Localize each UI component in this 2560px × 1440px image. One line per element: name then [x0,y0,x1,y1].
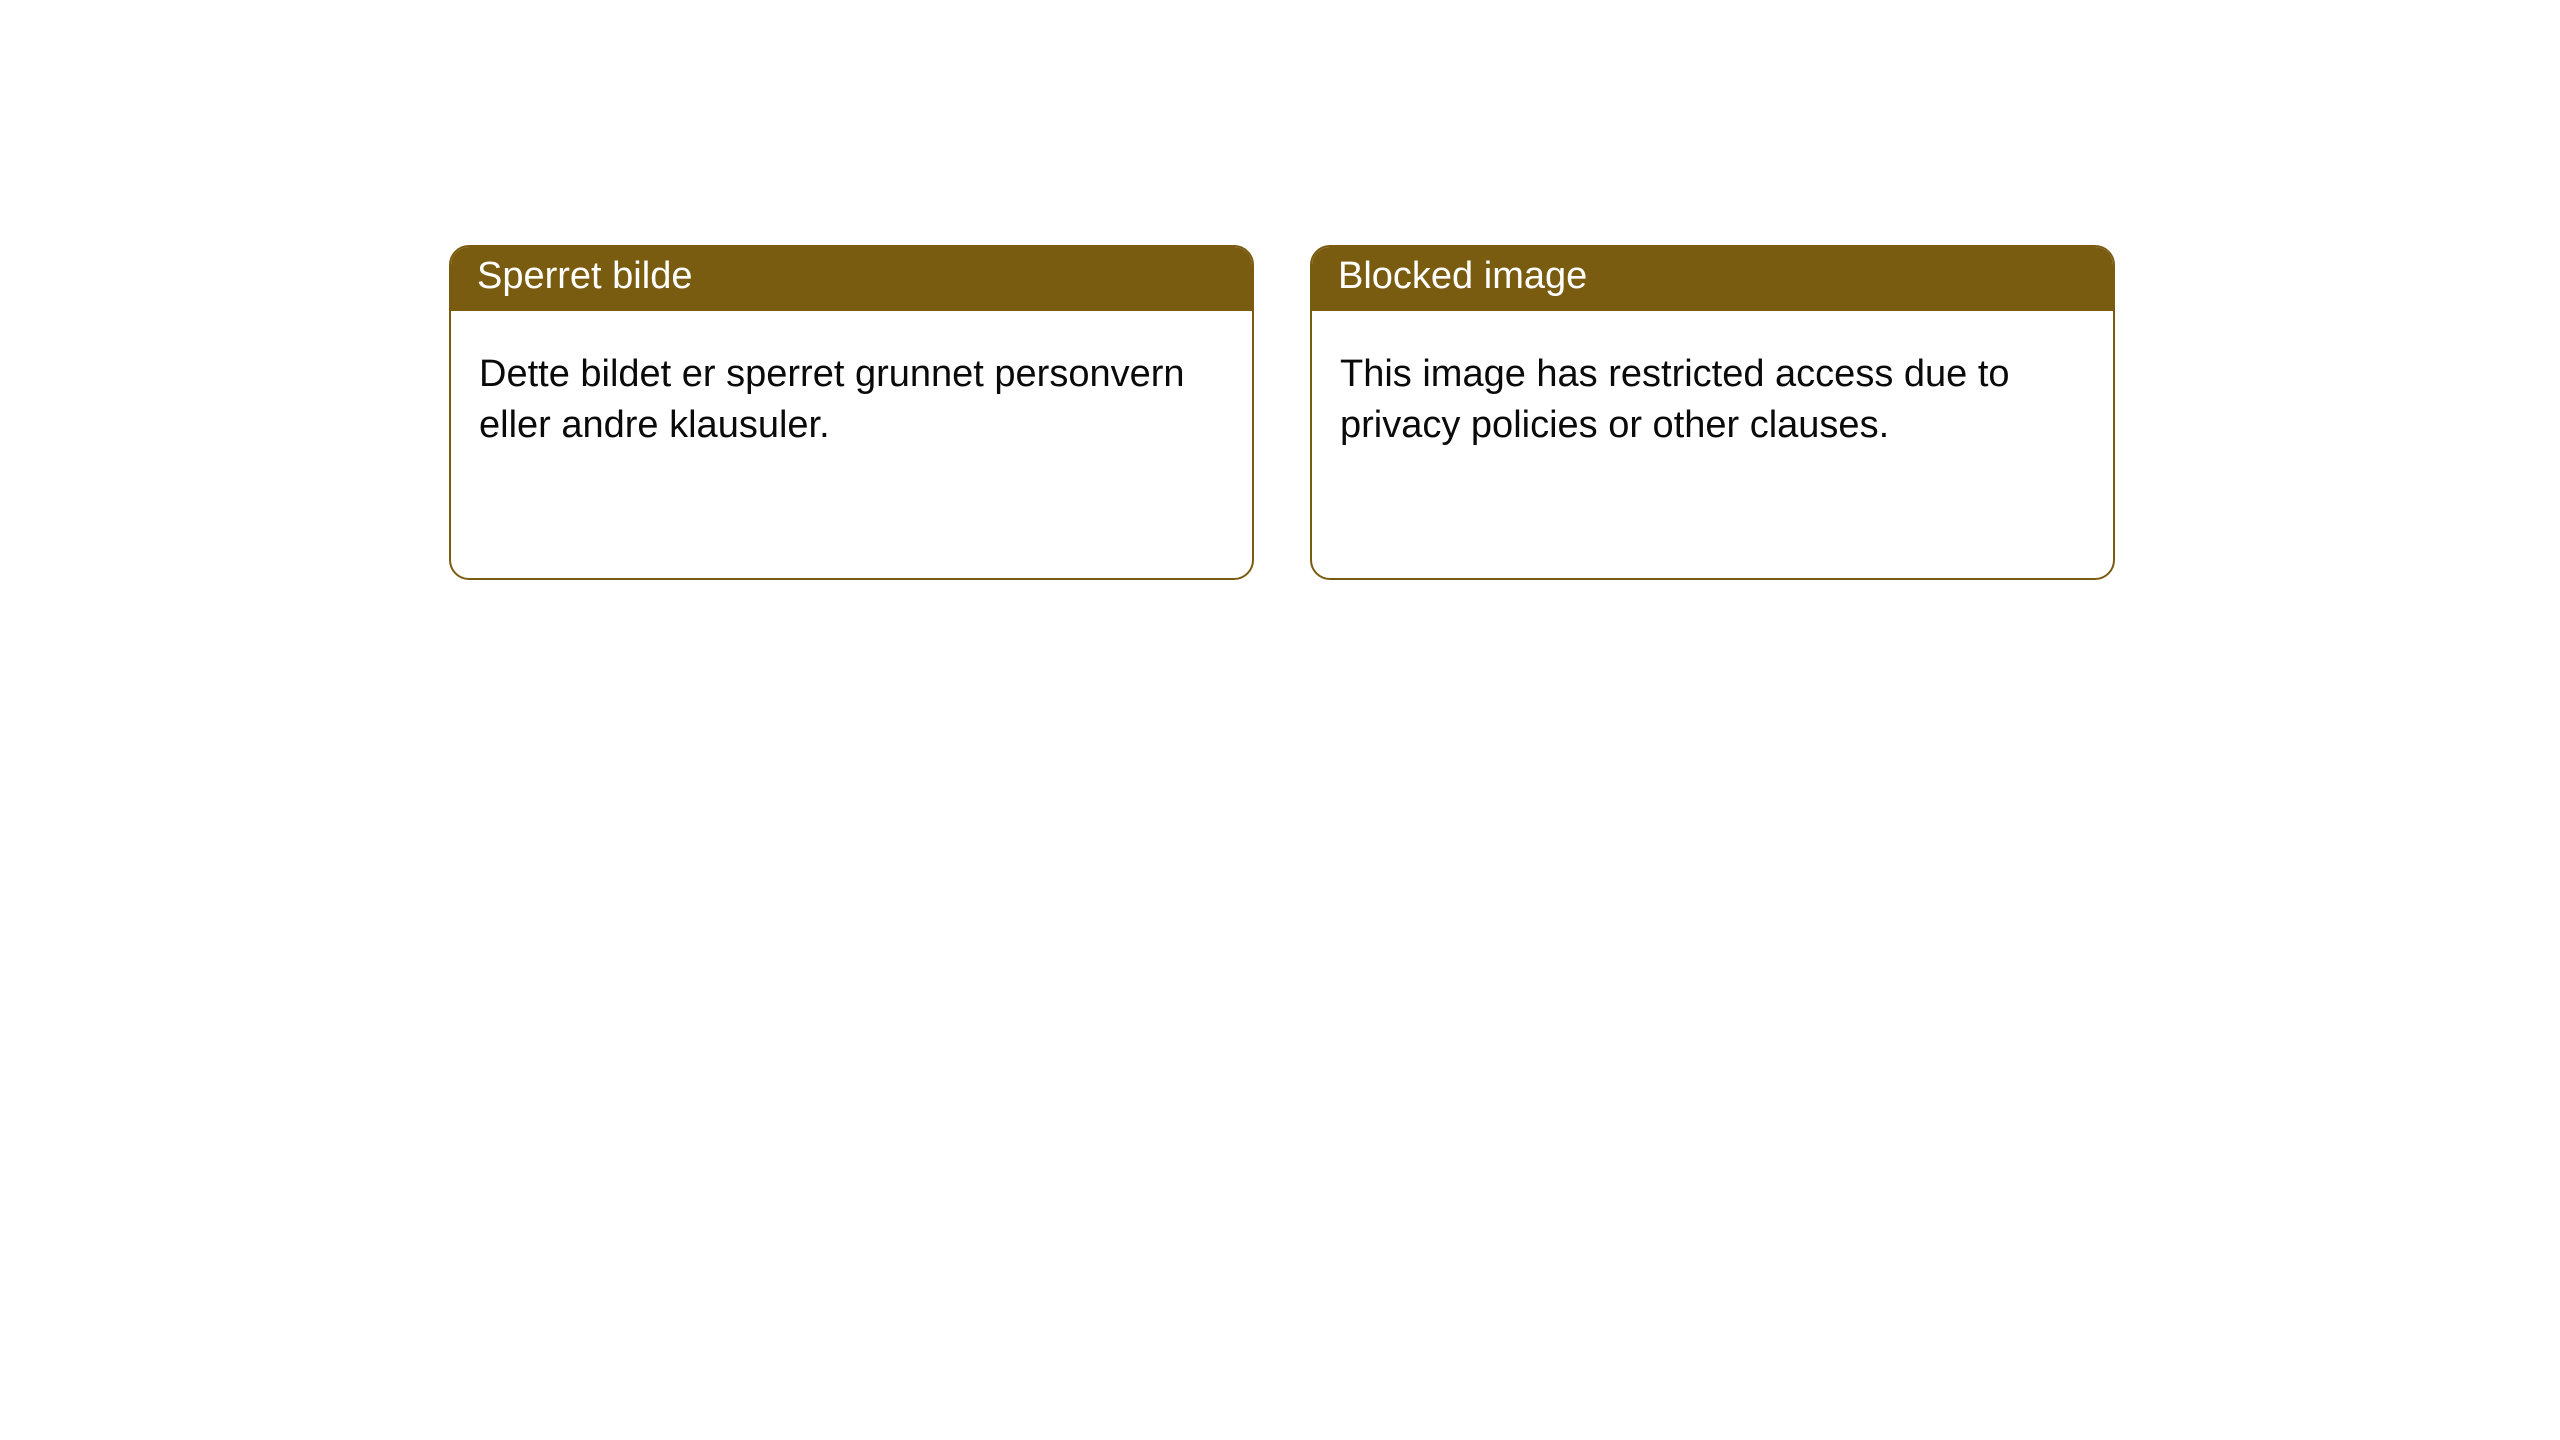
card-header: Blocked image [1312,247,2113,311]
notice-container: Sperret bilde Dette bildet er sperret gr… [0,0,2560,580]
notice-card-english: Blocked image This image has restricted … [1310,245,2115,580]
notice-card-norwegian: Sperret bilde Dette bildet er sperret gr… [449,245,1254,580]
card-body: This image has restricted access due to … [1312,311,2113,480]
card-title: Sperret bilde [477,255,692,297]
card-message: Dette bildet er sperret grunnet personve… [479,353,1185,446]
card-title: Blocked image [1338,255,1587,297]
card-header: Sperret bilde [451,247,1252,311]
card-body: Dette bildet er sperret grunnet personve… [451,311,1252,480]
card-message: This image has restricted access due to … [1340,353,2010,446]
